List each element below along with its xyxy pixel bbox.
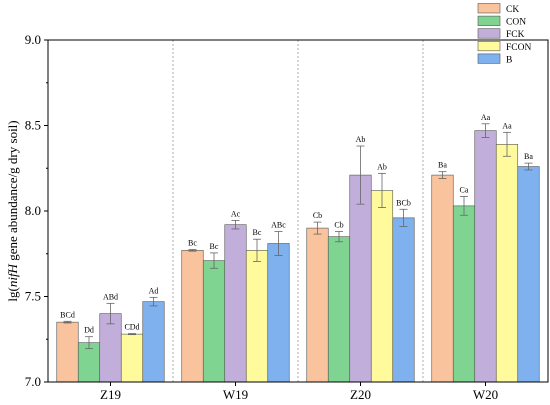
bar bbox=[452, 205, 476, 383]
bar bbox=[495, 144, 519, 383]
significance-label: BCd bbox=[60, 310, 75, 319]
bar bbox=[474, 130, 497, 383]
significance-label: Dd bbox=[84, 326, 94, 335]
y-axis-label-gene: nifH bbox=[5, 263, 20, 287]
bar bbox=[245, 250, 269, 383]
y-tick-label: 8.0 bbox=[25, 203, 41, 218]
significance-label: ABc bbox=[271, 221, 286, 230]
x-tick-label: Z19 bbox=[100, 387, 121, 402]
legend-swatch bbox=[477, 15, 501, 26]
x-tick-label: Z20 bbox=[350, 387, 371, 402]
bar bbox=[327, 236, 351, 383]
bar bbox=[120, 333, 144, 383]
legend-swatch bbox=[477, 3, 501, 14]
bar bbox=[517, 166, 540, 383]
significance-label: Ab bbox=[356, 135, 366, 144]
y-axis: 7.0 7.5 8.0 8.5 9.0 bbox=[25, 32, 48, 389]
y-axis-label-prefix: lg( bbox=[5, 287, 20, 301]
bar bbox=[349, 174, 372, 383]
significance-label: BCb bbox=[396, 198, 411, 207]
significance-label: Ad bbox=[149, 286, 159, 295]
significance-label: Aa bbox=[502, 121, 512, 130]
y-tick-label: 8.5 bbox=[25, 118, 41, 133]
legend-swatch bbox=[477, 28, 501, 39]
bar bbox=[306, 227, 329, 383]
bar bbox=[370, 190, 394, 383]
significance-label: Bc bbox=[210, 242, 219, 251]
significance-label: Bc bbox=[188, 238, 197, 247]
legend-swatch bbox=[477, 53, 501, 64]
legend-label: B bbox=[506, 55, 512, 65]
y-tick-label: 7.0 bbox=[25, 374, 41, 389]
significance-label: CDd bbox=[124, 323, 139, 332]
bar bbox=[392, 217, 415, 383]
significance-label: Ba bbox=[438, 161, 447, 170]
legend-label: CK bbox=[506, 5, 519, 15]
y-axis-title: lg(nifH gene abundance/g dry soil) bbox=[5, 120, 20, 301]
significance-labels-layer: BCd Dd ABd CDd Ad Bc Bc Ac Bc ABc Cb Cb Ab Ab BCb Ba Ca A… bbox=[60, 113, 533, 335]
y-axis-label-suffix: gene abundance/g dry soil) bbox=[5, 120, 20, 264]
significance-label: Aa bbox=[481, 113, 491, 122]
bar bbox=[224, 224, 247, 383]
bars-layer bbox=[56, 130, 540, 383]
bar bbox=[431, 174, 454, 383]
significance-label: Bc bbox=[253, 228, 262, 237]
error-bars-layer bbox=[63, 123, 533, 350]
bar bbox=[142, 301, 165, 383]
y-tick-label: 9.0 bbox=[25, 32, 41, 47]
bar bbox=[202, 260, 226, 383]
significance-label: ABd bbox=[103, 292, 118, 301]
significance-label: Ab bbox=[377, 162, 387, 171]
significance-label: Cb bbox=[334, 221, 343, 230]
significance-label: Ba bbox=[524, 152, 533, 161]
legend-label: FCK bbox=[506, 30, 525, 40]
bar bbox=[267, 243, 290, 383]
significance-label: Ac bbox=[231, 209, 241, 218]
legend-label: FCON bbox=[506, 43, 531, 53]
bar bbox=[56, 321, 79, 383]
significance-label: Ca bbox=[460, 185, 469, 194]
x-axis: Z19 W19 Z20 W20 bbox=[100, 382, 498, 402]
y-tick-label: 7.5 bbox=[25, 289, 41, 304]
y-axis-label: lg(nifH gene abundance/g dry soil) bbox=[5, 120, 20, 301]
x-tick-label: W20 bbox=[473, 387, 498, 402]
group-separators bbox=[172, 40, 424, 382]
bar bbox=[181, 250, 204, 383]
legend: CK CON FCK FCON B bbox=[477, 3, 531, 65]
legend-label: CON bbox=[506, 18, 526, 28]
legend-swatch bbox=[477, 40, 501, 52]
significance-label: Cb bbox=[313, 211, 322, 220]
x-tick-label: W19 bbox=[223, 387, 248, 402]
